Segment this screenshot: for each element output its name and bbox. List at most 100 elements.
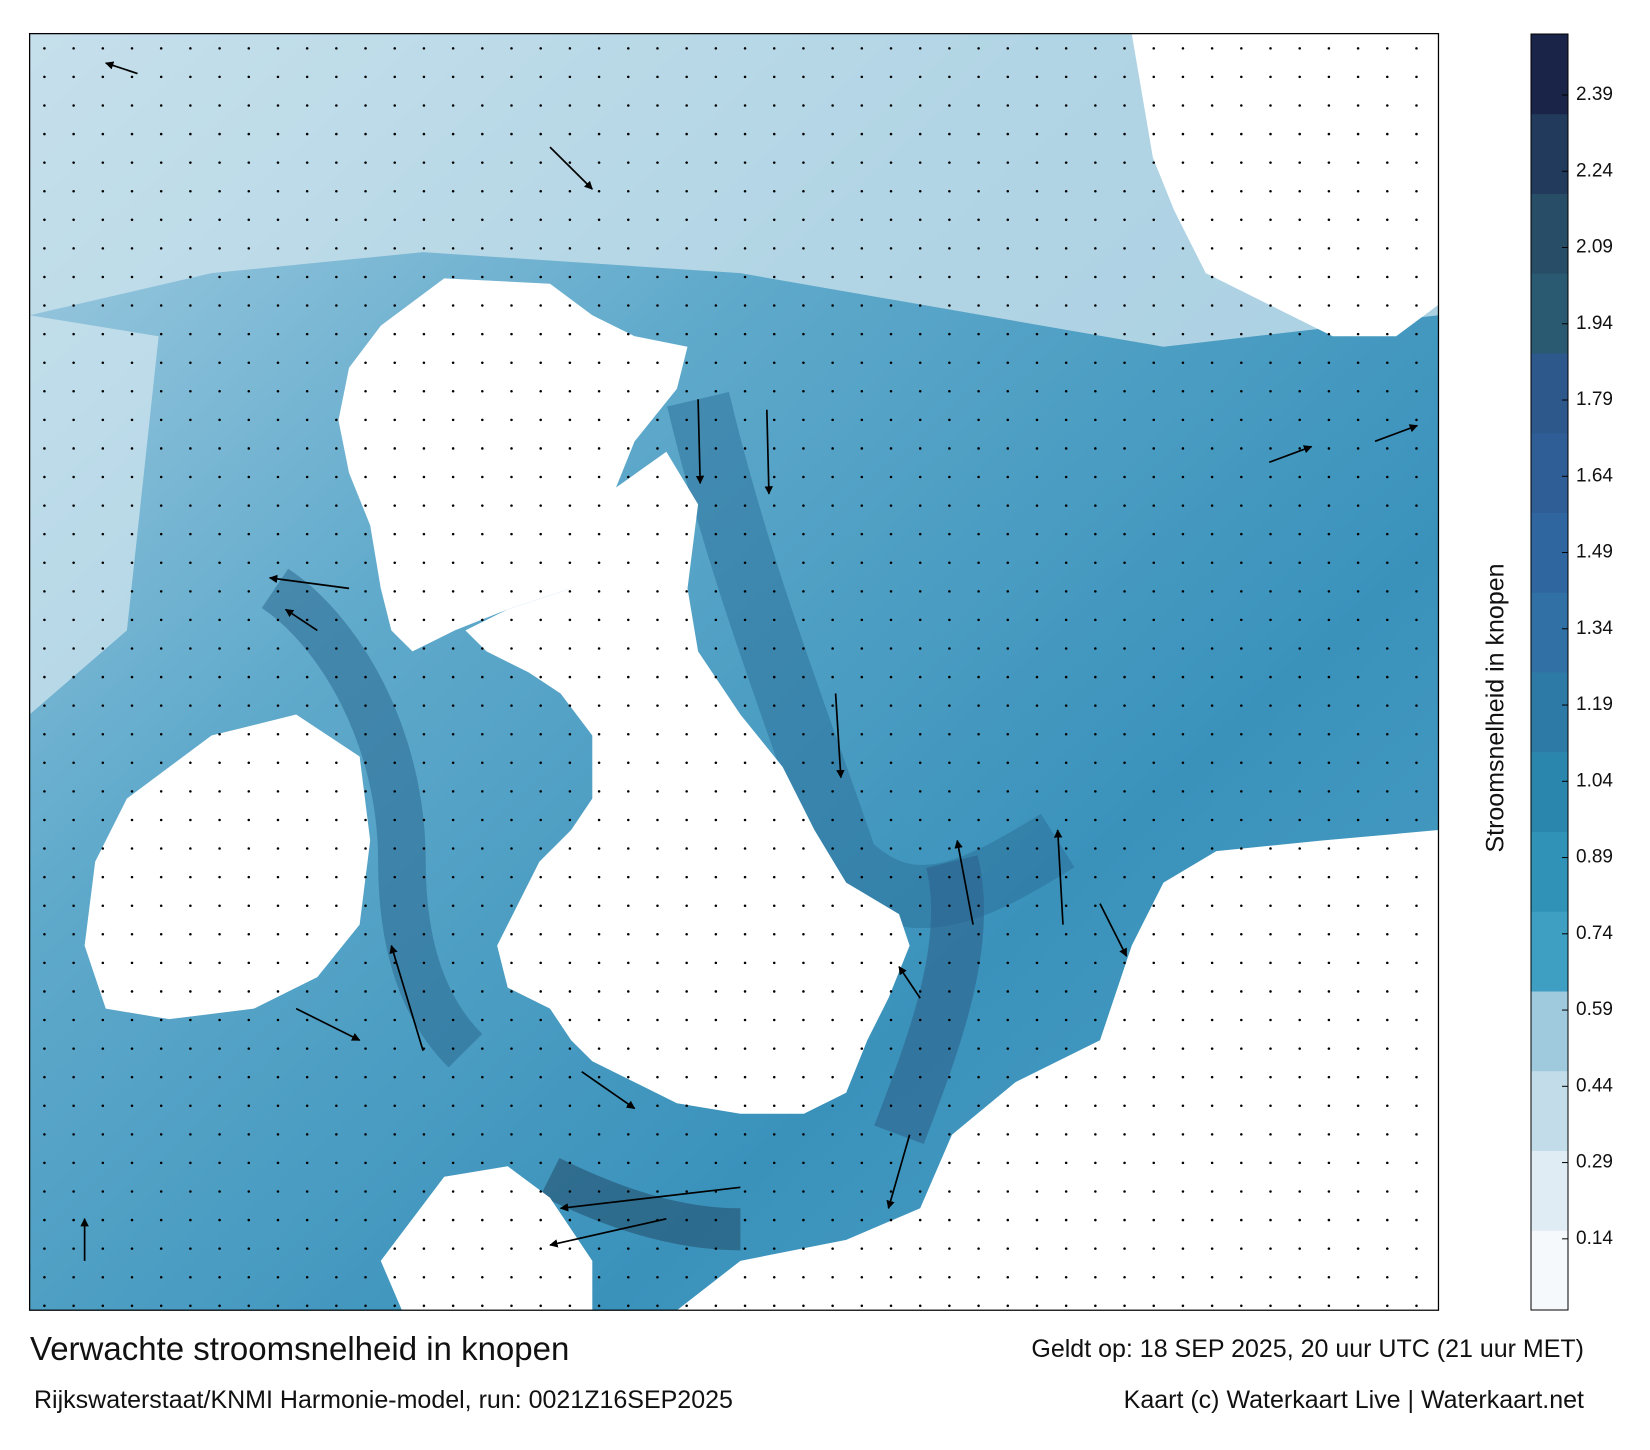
grid-dot [72, 1133, 75, 1136]
grid-dot [860, 990, 864, 993]
grid-dot [977, 1075, 980, 1079]
grid-dot [1415, 104, 1418, 107]
grid-dot [1356, 1133, 1360, 1136]
grid-dot [1298, 675, 1301, 679]
grid-dot [335, 1047, 338, 1050]
grid-dot [451, 618, 455, 622]
grid-dot [1298, 1133, 1301, 1136]
grid-dot [101, 618, 105, 622]
grid-dot [422, 218, 426, 222]
grid-dot [1415, 361, 1418, 364]
grid-dot [393, 1161, 397, 1165]
grid-dot [1152, 1161, 1156, 1165]
grid-dot [159, 275, 163, 279]
grid-dot [451, 104, 455, 107]
grid-dot [539, 475, 542, 479]
grid-dot [481, 1104, 484, 1108]
grid-dot [130, 1161, 134, 1165]
grid-dot [743, 1133, 747, 1136]
grid-dot [685, 475, 688, 479]
grid-dot [247, 1018, 251, 1022]
grid-dot [1298, 1104, 1301, 1108]
grid-dot [1094, 561, 1097, 565]
grid-dot [393, 104, 397, 107]
grid-dot [1356, 1047, 1360, 1050]
grid-dot [1152, 189, 1156, 193]
grid-dot [1181, 818, 1185, 822]
grid-dot [1123, 1247, 1126, 1250]
grid-dot [597, 247, 601, 250]
grid-dot [656, 132, 659, 136]
grid-dot [510, 647, 513, 650]
grid-dot [1123, 990, 1126, 993]
grid-dot [1064, 332, 1068, 336]
grid-dot [247, 875, 251, 879]
grid-dot [743, 104, 747, 107]
grid-dot [1152, 561, 1156, 565]
grid-dot [1035, 1275, 1039, 1279]
grid-dot [1035, 647, 1039, 650]
grid-dot [860, 1018, 864, 1022]
grid-dot [568, 1275, 572, 1279]
grid-dot [1356, 1075, 1360, 1079]
grid-dot [1415, 790, 1418, 793]
grid-dot [802, 1218, 805, 1222]
grid-dot [568, 1247, 572, 1250]
grid-dot [1152, 590, 1156, 593]
grid-dot [1327, 1075, 1331, 1079]
grid-dot [218, 1190, 221, 1193]
grid-dot [539, 818, 542, 822]
grid-dot [1386, 933, 1389, 936]
grid-dot [860, 247, 864, 250]
grid-dot [889, 818, 893, 822]
grid-dot [43, 304, 46, 307]
grid-dot [1356, 361, 1360, 364]
grid-dot [1035, 447, 1039, 450]
grid-dot [1240, 1190, 1243, 1193]
grid-dot [1327, 104, 1331, 107]
grid-dot [714, 990, 718, 993]
grid-dot [1006, 590, 1010, 593]
grid-dot [1240, 447, 1243, 450]
grid-dot [364, 447, 367, 450]
grid-dot [159, 1161, 163, 1165]
grid-dot [772, 361, 776, 364]
grid-dot [247, 847, 251, 850]
grid-dot [889, 504, 893, 507]
grid-dot [305, 561, 309, 565]
grid-dot [714, 761, 718, 765]
grid-dot [1356, 1018, 1360, 1022]
grid-dot [422, 104, 426, 107]
grid-dot [1210, 1247, 1214, 1250]
grid-dot [627, 332, 630, 336]
grid-dot [918, 933, 922, 936]
grid-dot [481, 532, 484, 536]
grid-dot [831, 1247, 834, 1250]
colorbar-tick-label: 0.59 [1576, 999, 1613, 1020]
grid-dot [1152, 247, 1156, 250]
grid-dot [1123, 332, 1126, 336]
grid-dot [918, 1133, 922, 1136]
grid-dot [743, 961, 747, 965]
grid-dot [539, 1133, 542, 1136]
grid-dot [1035, 961, 1039, 965]
grid-dot [1356, 418, 1360, 422]
grid-dot [510, 504, 513, 507]
grid-dot [948, 961, 951, 965]
grid-dot [831, 1047, 834, 1050]
grid-dot [481, 847, 484, 850]
grid-dot [656, 704, 659, 707]
grid-dot [247, 75, 251, 79]
grid-dot [772, 990, 776, 993]
grid-dot [1181, 247, 1185, 250]
grid-dot [627, 532, 630, 536]
grid-dot [1298, 1047, 1301, 1050]
grid-dot [889, 1104, 893, 1108]
grid-dot [860, 275, 864, 279]
grid-dot [889, 1304, 893, 1308]
grid-dot [1006, 75, 1010, 79]
grid-dot [597, 933, 601, 936]
grid-dot [1356, 704, 1360, 707]
grid-dot [393, 1133, 397, 1136]
